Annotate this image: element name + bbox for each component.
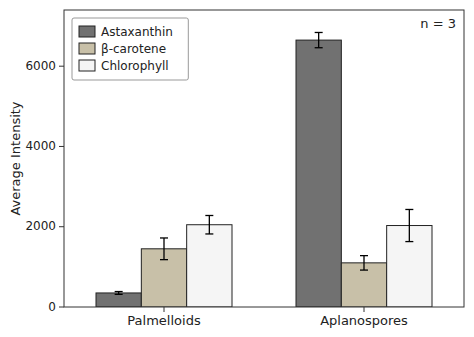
annotation: n = 3 [420, 16, 456, 31]
chart: 0 2000 4000 6000 Average Intensity Palmelloid… [0, 0, 474, 337]
error-bar [115, 292, 123, 295]
legend-swatch [79, 26, 95, 37]
y-tick [59, 226, 64, 227]
error-bar-cap [405, 209, 413, 210]
error-bar-cap [405, 241, 413, 242]
error-bar-cap [205, 233, 213, 234]
x-tick [364, 307, 365, 312]
error-bar-cap [360, 269, 368, 270]
error-bar-line [409, 209, 410, 241]
error-bar-cap [115, 294, 123, 295]
legend-label: Chlorophyll [101, 59, 169, 73]
legend-label: Astaxanthin [101, 25, 173, 39]
error-bar-cap [315, 32, 323, 33]
legend-swatch [79, 43, 95, 54]
error-bar-cap [360, 255, 368, 256]
error-bar [360, 256, 368, 270]
error-bar-cap [160, 237, 168, 238]
y-axis: 0 2000 4000 6000 [25, 59, 64, 314]
bar [187, 225, 232, 307]
error-bar-line [318, 32, 319, 47]
x-tick [164, 307, 165, 312]
x-tick-label: Aplanospores [320, 313, 408, 328]
y-tick-label: 0 [48, 300, 56, 314]
y-tick [59, 146, 64, 147]
legend-label: β-carotene [101, 42, 166, 56]
bar [96, 293, 141, 307]
y-tick [59, 66, 64, 67]
error-bar-line [209, 215, 210, 233]
y-tick-label: 4000 [25, 139, 56, 153]
y-tick [59, 307, 64, 308]
x-tick-label: Palmelloids [127, 313, 201, 328]
error-bar-cap [315, 47, 323, 48]
error-bar [160, 238, 168, 260]
error-bar-cap [115, 291, 123, 292]
legend-swatch [79, 60, 95, 71]
y-axis-label: Average Intensity [8, 101, 23, 215]
y-tick-label: 2000 [25, 219, 56, 233]
plot-frame [64, 10, 464, 307]
bar [341, 263, 386, 307]
error-bar-line [163, 238, 164, 260]
error-bar [205, 215, 213, 233]
error-bar [315, 32, 323, 47]
error-bar-cap [160, 259, 168, 260]
error-bar [405, 209, 413, 241]
bar [296, 40, 341, 307]
legend: Astaxanthin β-carotene Chlorophyll [72, 18, 188, 80]
error-bar-cap [205, 215, 213, 216]
y-tick-label: 6000 [25, 59, 56, 73]
x-axis: Palmelloids Aplanospores [127, 307, 408, 328]
error-bar-line [363, 256, 364, 270]
legend-frame [72, 18, 188, 80]
